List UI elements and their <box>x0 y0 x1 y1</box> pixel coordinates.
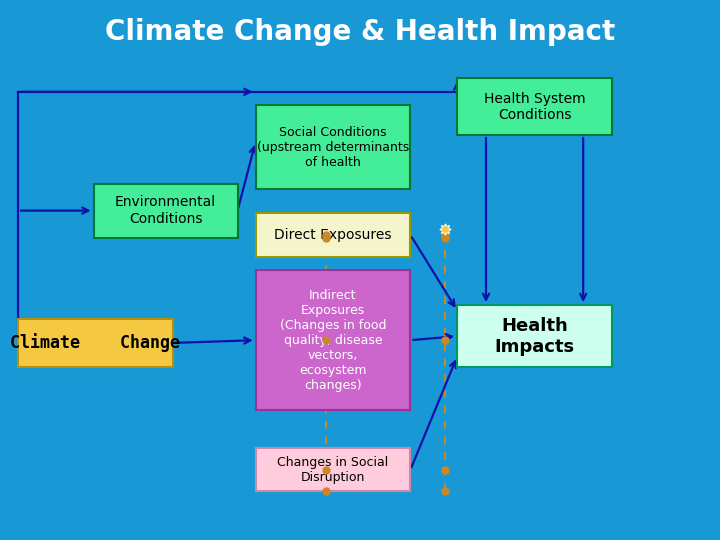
Text: Health System
Conditions: Health System Conditions <box>484 92 585 122</box>
Text: Changes in Social
Disruption: Changes in Social Disruption <box>277 456 389 484</box>
Text: Direct Exposures: Direct Exposures <box>274 228 392 242</box>
Text: Climate Change & Health Impact: Climate Change & Health Impact <box>105 18 615 46</box>
Text: Health
Impacts: Health Impacts <box>495 317 575 355</box>
FancyBboxPatch shape <box>256 448 410 491</box>
FancyBboxPatch shape <box>256 213 410 256</box>
Text: Climate    Change: Climate Change <box>10 333 181 353</box>
FancyBboxPatch shape <box>457 78 612 135</box>
FancyBboxPatch shape <box>256 105 410 189</box>
FancyBboxPatch shape <box>94 184 238 238</box>
FancyBboxPatch shape <box>256 270 410 410</box>
Text: Environmental
Conditions: Environmental Conditions <box>115 195 216 226</box>
Text: Social Conditions
(upstream determinants
of health: Social Conditions (upstream determinants… <box>257 126 409 168</box>
FancyBboxPatch shape <box>18 319 173 367</box>
Text: Indirect
Exposures
(Changes in food
quality, disease
vectors,
ecosystem
changes): Indirect Exposures (Changes in food qual… <box>280 289 386 392</box>
FancyBboxPatch shape <box>457 305 612 367</box>
